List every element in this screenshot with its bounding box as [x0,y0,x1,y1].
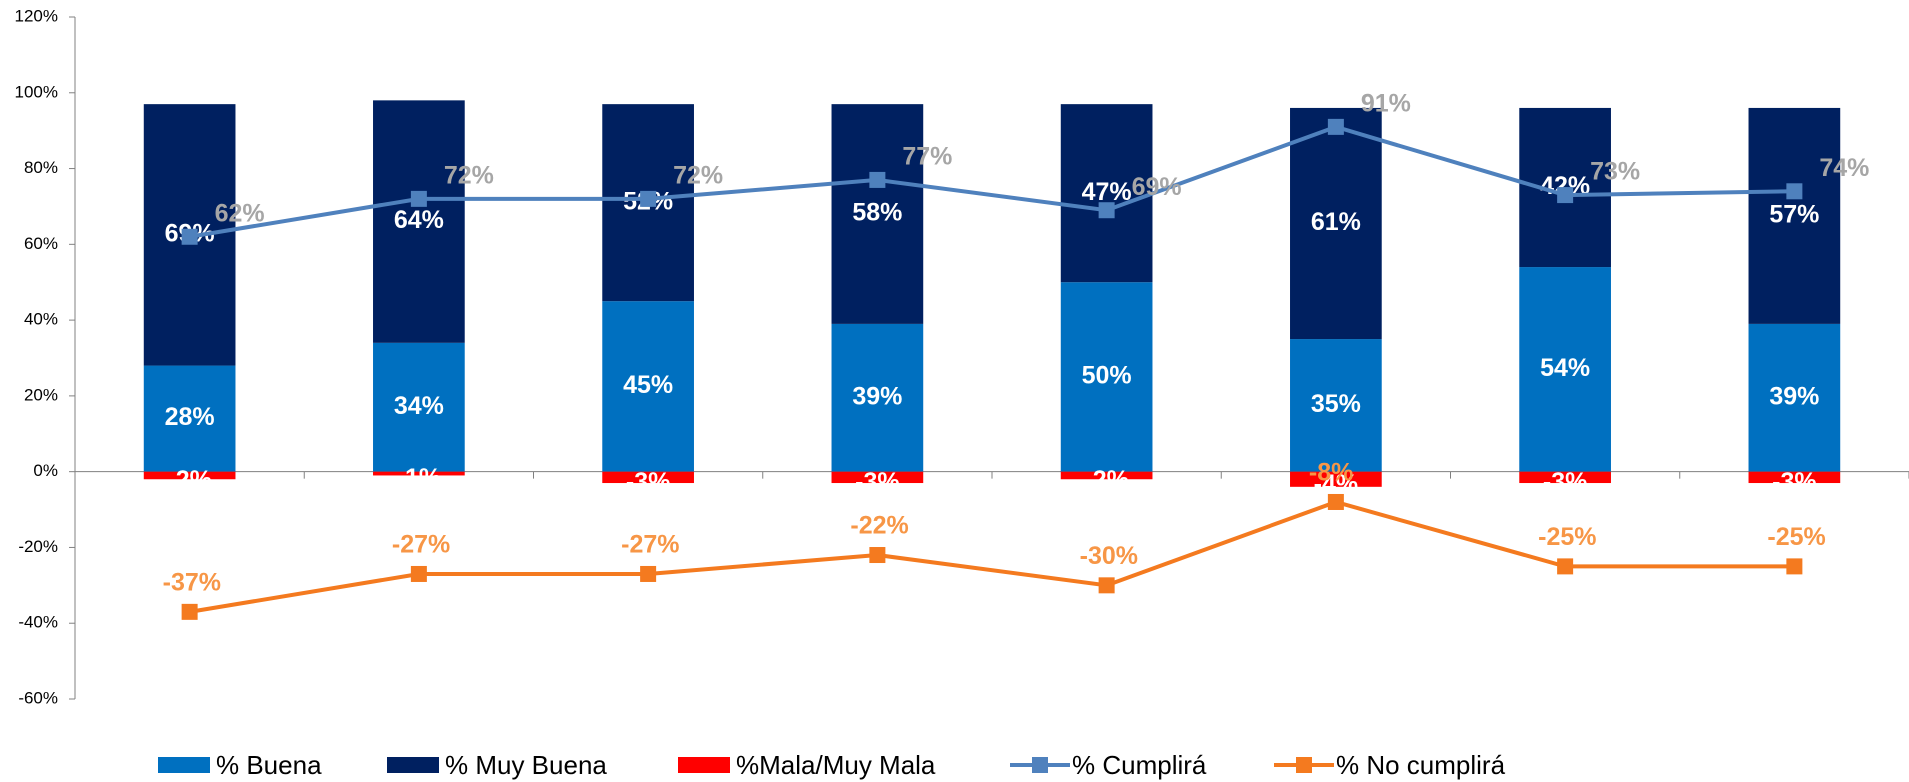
y-tick-label: 40% [24,310,58,329]
y-tick-label: 0% [33,461,58,480]
legend-label: % Cumplirá [1072,750,1207,780]
y-tick-label: -40% [18,613,58,632]
legend-swatch [158,757,210,773]
y-tick-label: 100% [15,82,58,101]
line-marker [640,565,657,582]
line-label: -27% [392,531,450,559]
line-label: 72% [444,161,494,189]
legend-label: % Buena [216,750,322,780]
bar-segment [1519,267,1611,472]
bar-label: -1% [397,464,441,492]
line [189,124,1795,239]
bar-label: 64% [394,206,444,234]
bar-segment [1060,471,1153,480]
bar-segment [602,471,694,484]
bar-segment [143,365,236,472]
line-label: -25% [1767,523,1825,551]
bar-label: 34% [394,392,444,420]
legend-label: % No cumplirá [1336,750,1506,780]
bar-segment [831,104,924,324]
bar-label: 61% [1311,208,1361,236]
line-marker [1786,558,1803,575]
bar-label: 50% [1082,362,1132,390]
bar-label: -2% [167,466,211,494]
y-tick-label: 60% [24,234,58,253]
bar-segment [1060,104,1153,283]
bar-label: 57% [1769,201,1819,229]
bar-label: 35% [1311,390,1361,418]
bar-segment [373,471,465,476]
bar-segment [373,100,465,343]
line-marker [1098,202,1115,219]
line-marker [181,603,198,620]
line-label: 91% [1361,89,1411,117]
bar-segment [831,323,924,472]
line-label: -25% [1538,523,1596,551]
bar-segment [602,301,694,472]
bar-label: 47% [1082,178,1132,206]
line [189,499,1795,614]
bar-label: -3% [855,468,899,496]
bar-label: -3% [1772,468,1816,496]
bar-label: -2% [1084,466,1128,494]
bar-label: 54% [1540,354,1590,382]
legend-swatch [387,757,439,773]
line-marker [640,190,657,207]
line-marker [181,228,198,245]
line-label: 72% [673,161,723,189]
legend-label: %Mala/Muy Mala [736,750,936,780]
y-tick-label: 80% [24,158,58,177]
bar-segment [143,471,236,480]
bar-label: 39% [852,382,902,410]
line-marker [1327,118,1344,135]
line-marker [869,547,886,564]
y-tick-label: 120% [15,6,58,25]
y-tick-label: -20% [18,537,58,556]
line-label: -8% [1309,459,1353,487]
line-marker [869,171,886,188]
bar-segment [1290,339,1382,472]
line-label: -22% [850,512,908,540]
line-marker [1327,493,1344,510]
line-label: -30% [1080,542,1138,570]
bar-label: 39% [1769,382,1819,410]
bar-label: -4% [1314,470,1358,498]
bar-label: 28% [165,403,215,431]
y-tick-label: -60% [18,688,58,707]
bar-segment [1748,323,1841,472]
line-marker [1098,577,1115,594]
bar-segment [1290,471,1382,487]
bar-label: -3% [1543,468,1587,496]
line-label: 73% [1590,158,1640,186]
legend-swatch [1032,757,1048,773]
bar-segment [1060,282,1153,472]
line-marker [410,565,427,582]
bar-segment [1290,107,1382,340]
line-marker [1557,187,1574,204]
legend-swatch [1296,757,1312,773]
bar-segment [1748,471,1841,484]
bar-segment [1519,471,1611,484]
line-label: -37% [163,568,221,596]
line-label: 77% [902,143,952,171]
line-label: 69% [1132,173,1182,201]
bar-label: 58% [852,199,902,227]
legend-swatch [678,757,730,773]
y-tick-label: 20% [24,385,58,404]
line-label: 74% [1819,154,1869,182]
legend-label: % Muy Buena [445,750,607,780]
bar-label: -3% [626,468,670,496]
bar-segment [1748,107,1841,324]
line-label: 62% [215,199,265,227]
line-marker [1557,558,1574,575]
line-marker [1786,183,1803,200]
line-marker [410,190,427,207]
line-label: -27% [621,531,679,559]
bar-segment [831,471,924,484]
bar-segment [373,342,465,472]
bar-label: 45% [623,371,673,399]
